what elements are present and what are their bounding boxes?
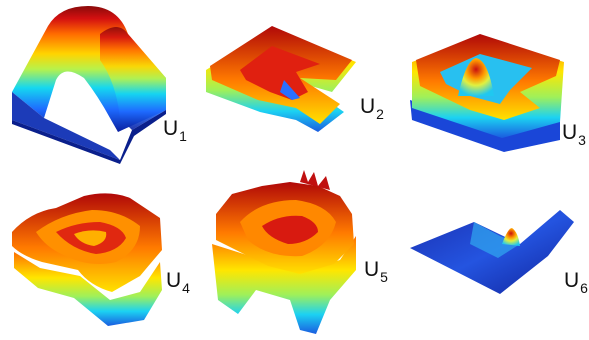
u6-peak: [502, 228, 520, 246]
surface-plot-u2: [206, 26, 356, 132]
label-u4-letter: U: [166, 269, 182, 292]
label-u5-letter: U: [364, 258, 380, 281]
label-u3-index: 3: [578, 132, 586, 148]
surface-plot-u1: [12, 6, 166, 164]
u4-skirt: [14, 252, 162, 326]
label-u6-letter: U: [564, 269, 580, 292]
u5-skirt: [212, 236, 356, 334]
u4-ring-core: [74, 230, 107, 246]
label-u5: U5: [364, 259, 388, 284]
label-u6: U6: [564, 270, 588, 295]
surface-plot-u4: [12, 193, 162, 326]
label-u1-index: 1: [179, 128, 187, 144]
label-u4-index: 4: [182, 280, 190, 296]
u6-plate-shadow: [470, 222, 520, 258]
surface-plot-u6: [410, 210, 574, 294]
u2-inner-well: [240, 46, 320, 100]
surface-plot-u5: [212, 170, 356, 334]
u5-spikes: [300, 170, 330, 190]
label-u3: U3: [562, 122, 586, 147]
label-u6-index: 6: [580, 280, 588, 296]
label-u2: U2: [360, 96, 384, 121]
u1-bottom-face: [12, 92, 120, 160]
label-u1: U1: [163, 118, 187, 143]
u5-ring-core: [262, 215, 318, 244]
label-u3-letter: U: [562, 121, 578, 144]
surface-plot-u3: [410, 34, 564, 152]
u2-inner-pit: [280, 80, 300, 100]
u3-central-peak: [458, 58, 494, 96]
label-u5-index: 5: [380, 269, 388, 285]
label-u4: U4: [166, 270, 190, 295]
label-u1-letter: U: [163, 117, 179, 140]
u1-right-arch: [100, 27, 166, 130]
label-u2-index: 2: [376, 106, 384, 122]
label-u2-letter: U: [360, 95, 376, 118]
